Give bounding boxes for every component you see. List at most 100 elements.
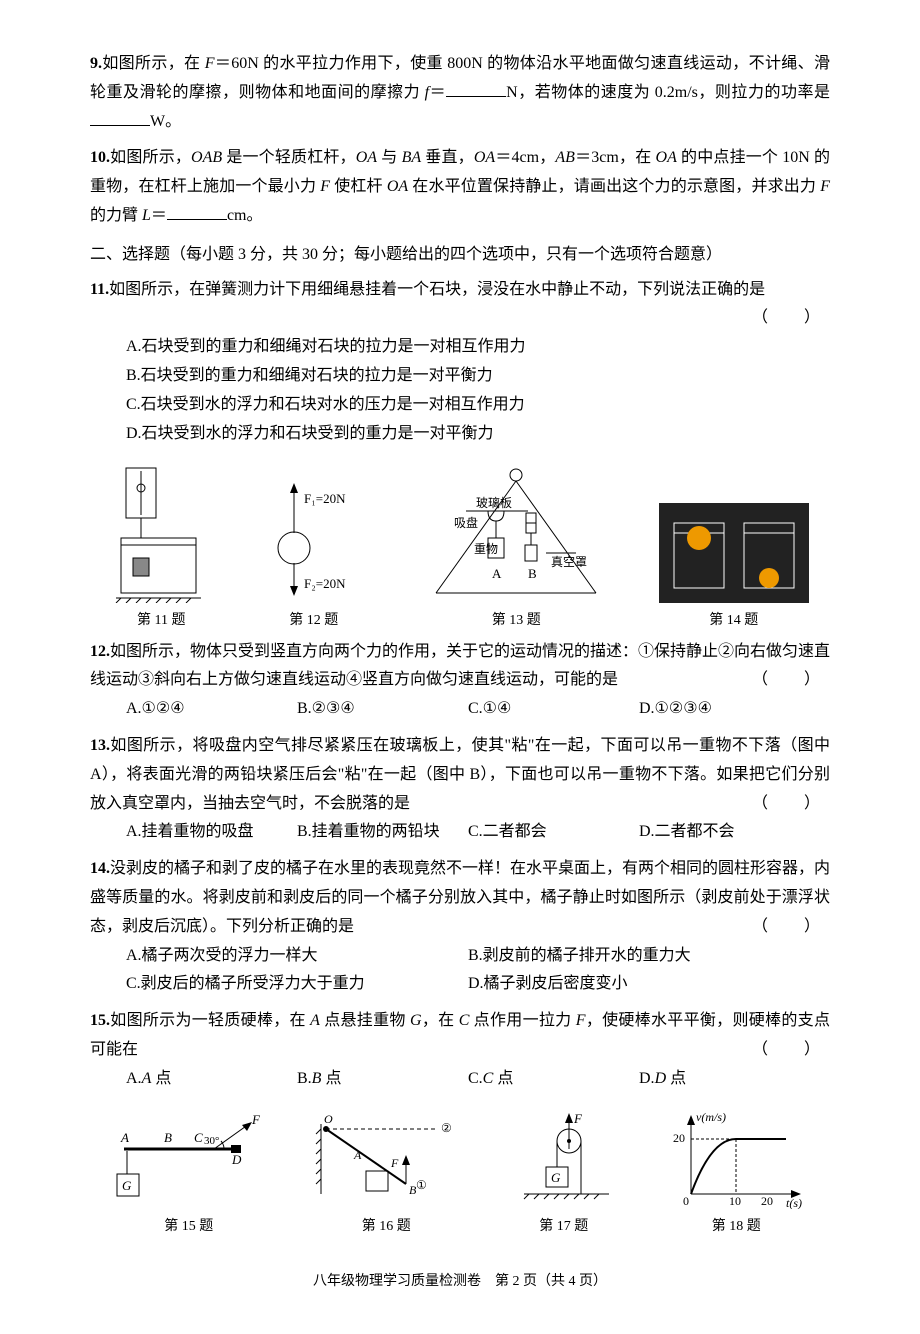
q10-F1: F [320,178,330,195]
q13-optA: A.挂着重物的吸盘 [126,818,297,847]
fig18-y: v(m/s) [696,1110,726,1124]
fig16-A: A [353,1148,362,1162]
q13-optD: D.二者都不会 [639,818,810,847]
fig12-f2: F₂=20N [304,576,346,591]
q10-OAB: OAB [191,149,222,166]
q9-F: F [205,55,215,72]
fig-15-svg: F 30° A B C D G [109,1109,269,1209]
q15-text-d: 点作用一拉力 [469,1012,575,1029]
fig-11-svg [111,463,211,603]
q10-text-h: 使杠杆 [330,178,387,195]
fig13-B: B [528,566,537,581]
question-11: 11.如图所示，在弹簧测力计下用细绳悬挂着一个石块，浸没在水中静止不动，下列说法… [90,276,830,449]
section-2-title: 二、选择题（每小题 3 分，共 30 分；每小题给出的四个选项中，只有一个选项符… [90,241,830,270]
fig16-O: O [324,1112,333,1126]
q15-text-a: 如图所示为一轻质硬棒，在 [110,1012,310,1029]
q15-optB-pre: B. [297,1070,312,1087]
fig18-10: 10 [729,1194,741,1208]
q15-num: 15. [90,1012,110,1029]
fig15-C: C [194,1130,203,1145]
q10-L: L [142,207,151,224]
q15-optB-it: B [312,1070,322,1087]
fig13-glass: 玻璃板 [476,496,512,510]
q10-text-a: 如图所示， [110,149,191,166]
q10-OA3: OA [656,149,677,166]
q13-text: 如图所示，将吸盘内空气排尽紧紧压在玻璃板上，使其"粘"在一起，下面可以吊一重物不… [90,737,830,812]
q15-optB: B.B 点 [297,1065,468,1094]
fig16-F: F [390,1156,399,1170]
fig-16-svg: O ② A F B ① [306,1109,466,1209]
q11-optD: D.石块受到水的浮力和石块受到的重力是一对平衡力 [90,420,830,449]
question-12: 12.如图所示，物体只受到竖直方向两个力的作用，关于它的运动情况的描述：①保持静… [90,638,830,724]
fig18-20y: 20 [673,1131,685,1145]
fig15-B: B [164,1130,172,1145]
fig-16-caption: 第 16 题 [305,1214,467,1239]
q12-paren: （ ） [752,666,830,695]
fig-13-caption: 第 13 题 [415,608,617,633]
fig18-0: 0 [683,1194,689,1208]
q14-optD: D.橘子剥皮后密度变小 [468,970,810,999]
q12-optD: D.①②③④ [639,695,810,724]
fig13-A: A [492,566,502,581]
q15-text-b: 点悬挂重物 [320,1012,410,1029]
fig-18-svg: v(m/s) t(s) 20 0 10 20 [661,1109,811,1209]
q15-optA-post: 点 [151,1070,171,1087]
q11-optC: C.石块受到水的浮力和石块对水的压力是一对相互作用力 [90,391,830,420]
fig18-20x: 20 [761,1194,773,1208]
figure-row-2: F 30° A B C D G 第 15 题 O ② [90,1108,830,1239]
fig15-A: A [120,1130,129,1145]
q15-C: C [459,1012,470,1029]
q9-text-a: 如图所示，在 [102,55,205,72]
q11-text: 如图所示，在弹簧测力计下用细绳悬挂着一个石块，浸没在水中静止不动，下列说法正确的… [109,281,765,298]
q12-num: 12. [90,643,110,660]
q15-paren: （ ） [752,1036,830,1065]
fig-14-caption: 第 14 题 [658,608,810,633]
q10-text-d: 垂直， [421,149,474,166]
q15-optD-it: D [655,1070,667,1087]
fig-17-caption: 第 17 题 [503,1214,625,1239]
q15-A: A [310,1012,320,1029]
fig15-D: D [231,1152,242,1167]
q10-num: 10. [90,149,110,166]
fig-14-svg [659,503,809,603]
q11-optA: A.石块受到的重力和细绳对石块的拉力是一对相互作用力 [90,333,830,362]
q10-OA1: OA [356,149,377,166]
q10-OA4: OA [387,178,408,195]
q13-paren: （ ） [752,790,830,819]
q10-F2: F [820,178,830,195]
fig17-G: G [551,1170,561,1185]
fig17-F: F [573,1111,583,1126]
q15-G: G [410,1012,422,1029]
fig-18: v(m/s) t(s) 20 0 10 20 第 18 题 [660,1108,812,1239]
q12-optC: C.①④ [468,695,639,724]
q13-optB: B.挂着重物的两铅块 [297,818,468,847]
q15-optB-post: 点 [321,1070,341,1087]
q14-paren: （ ） [752,913,830,942]
q12-optA: A.①②④ [126,695,297,724]
q11-optB: B.石块受到的重力和细绳对石块的拉力是一对平衡力 [90,362,830,391]
question-13: 13.如图所示，将吸盘内空气排尽紧紧压在玻璃板上，使其"粘"在一起，下面可以吊一… [90,732,830,847]
q12-text: 如图所示，物体只受到竖直方向两个力的作用，关于它的运动情况的描述：①保持静止②向… [90,643,830,689]
figure-row-1: 第 11 题 F₁=20N F₂=20N 第 12 题 玻璃板 [90,462,830,633]
q15-optC: C.C 点 [468,1065,639,1094]
blank-2 [90,110,150,126]
q14-text: 没剥皮的橘子和剥了皮的橘子在水里的表现竟然不一样！在水平桌面上，有两个相同的圆柱… [90,860,830,935]
fig-17-svg: F G [504,1109,624,1209]
question-14: 14.没剥皮的橘子和剥了皮的橘子在水里的表现竟然不一样！在水平桌面上，有两个相同… [90,855,830,999]
fig-13: 玻璃板 吸盘 重物 A B 真空罩 第 13 题 [415,462,617,633]
fig13-weight: 重物 [474,542,498,556]
fig15-ang: 30° [204,1135,219,1147]
q10-text-e: ＝4cm， [495,149,555,166]
q14-num: 14. [90,860,110,877]
q14-optA: A.橘子两次受的浮力一样大 [126,942,468,971]
q11-paren: （ ） [752,304,830,333]
q10-text-f: ＝3cm，在 [575,149,656,166]
q15-optC-post: 点 [493,1070,513,1087]
q10-text-b: 是一个轻质杠杆， [222,149,356,166]
fig-11: 第 11 题 [110,462,212,633]
blank-1 [446,81,506,97]
q9-unit2: W。 [150,113,181,130]
fig15-F: F [251,1112,261,1127]
q13-optC: C.二者都会 [468,818,639,847]
q9-num: 9. [90,55,102,72]
